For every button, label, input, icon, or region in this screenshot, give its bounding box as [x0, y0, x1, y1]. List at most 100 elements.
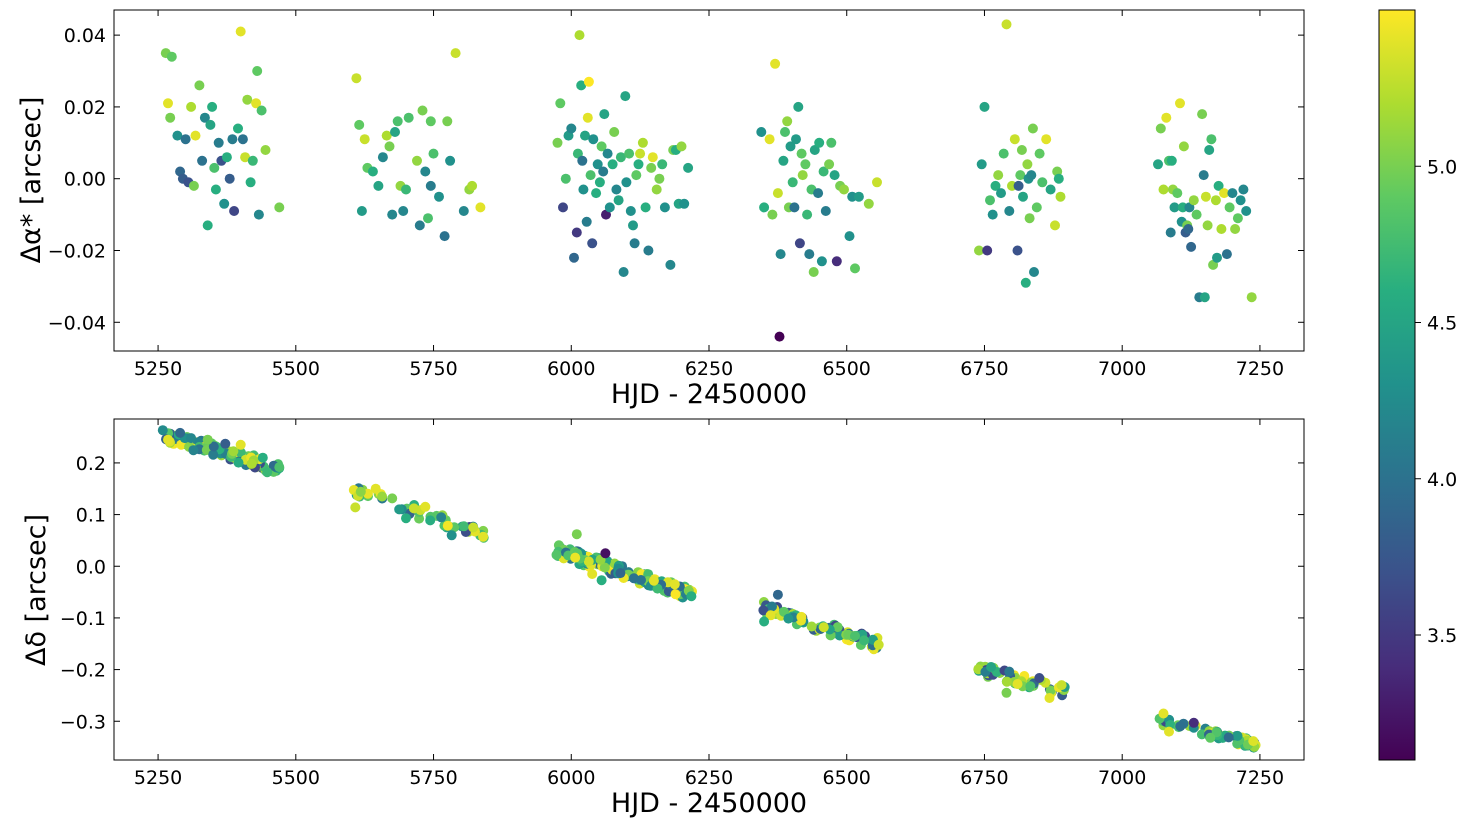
data-point: [582, 112, 593, 123]
data-point: [1202, 220, 1213, 231]
data-point: [1238, 184, 1249, 195]
data-point: [765, 610, 776, 621]
dec-y-axis-label: Δδ [arcsec]: [21, 514, 52, 666]
data-point: [356, 206, 367, 216]
data-point: [594, 177, 605, 188]
data-point: [767, 209, 778, 220]
data-point: [1027, 123, 1038, 134]
data-point: [872, 177, 882, 188]
data-point: [679, 198, 690, 209]
data-point: [188, 180, 199, 191]
data-point: [613, 195, 624, 206]
x-tick-label: 5250: [134, 358, 182, 380]
data-point: [197, 155, 208, 166]
data-point: [1184, 202, 1195, 213]
data-point: [445, 155, 456, 166]
dec-x-axis-label: HJD - 2450000: [611, 788, 807, 819]
data-point: [1018, 191, 1028, 202]
dec-axis-ticks: 5250 5500 5750 6000 6250 6500 6750 7000 7250 −0.3…: [60, 419, 1304, 789]
data-point: [401, 184, 411, 195]
data-point: [581, 216, 592, 227]
data-point: [199, 112, 210, 123]
data-point: [787, 177, 798, 188]
data-point: [591, 188, 602, 199]
data-point: [1183, 224, 1194, 234]
data-point: [1009, 134, 1020, 145]
data-point: [414, 220, 425, 231]
data-point: [157, 425, 168, 436]
data-point: [625, 206, 636, 216]
data-point: [186, 101, 197, 112]
data-point: [1204, 145, 1215, 155]
data-point: [165, 112, 176, 123]
data-point: [818, 622, 829, 633]
data-point: [816, 256, 827, 267]
x-tick-label: 6500: [823, 767, 871, 789]
data-point: [604, 202, 615, 213]
data-point: [600, 548, 611, 559]
data-point: [1031, 202, 1042, 213]
data-point: [756, 127, 767, 137]
data-point: [425, 515, 436, 526]
data-point: [621, 177, 632, 188]
data-point: [1213, 180, 1224, 191]
data-point: [1241, 206, 1252, 216]
data-point: [809, 145, 820, 155]
y-tick-label: 0.1: [76, 505, 106, 527]
data-point: [665, 259, 676, 270]
data-point: [227, 134, 238, 145]
x-tick-label: 5750: [409, 767, 457, 789]
data-point: [253, 209, 264, 220]
data-point: [791, 134, 801, 145]
data-point: [818, 166, 829, 177]
data-point: [260, 145, 271, 155]
data-point: [1221, 249, 1232, 260]
data-point: [256, 105, 267, 116]
data-point: [558, 202, 568, 213]
data-point: [351, 73, 362, 84]
ra-x-axis-label: HJD - 2450000: [611, 379, 807, 410]
data-point: [1235, 195, 1246, 206]
data-point: [859, 635, 870, 646]
x-tick-label: 6500: [823, 358, 871, 380]
ra-points-group: [160, 19, 1257, 342]
data-point: [247, 155, 258, 166]
data-point: [996, 188, 1006, 199]
data-point: [251, 98, 262, 109]
data-point: [826, 137, 837, 148]
data-point: [759, 616, 770, 627]
data-point: [686, 591, 697, 602]
data-point: [789, 202, 800, 213]
x-tick-label: 5250: [134, 767, 182, 789]
data-point: [210, 184, 221, 195]
data-point: [392, 116, 403, 127]
data-point: [1158, 708, 1169, 719]
data-point: [350, 502, 361, 513]
data-point: [1161, 112, 1172, 123]
data-point: [587, 569, 598, 579]
data-point: [420, 501, 431, 512]
data-point: [458, 206, 469, 216]
colorbar-ticks: 3.5 4.0 4.5 5.0: [1415, 156, 1457, 647]
data-point: [676, 141, 687, 152]
data-point: [804, 249, 815, 260]
data-point: [207, 101, 218, 112]
data-point: [583, 76, 594, 87]
data-point: [439, 231, 450, 242]
data-point: [571, 529, 582, 540]
x-tick-label: 6000: [547, 358, 595, 380]
data-point: [403, 112, 414, 123]
data-point: [359, 134, 370, 145]
data-point: [252, 66, 263, 76]
data-point: [800, 159, 811, 170]
data-point: [1155, 123, 1166, 134]
data-point: [1004, 206, 1015, 216]
data-point: [1246, 292, 1257, 303]
data-point: [574, 30, 585, 41]
data-point: [423, 213, 433, 224]
data-point: [384, 141, 395, 152]
data-point: [796, 148, 807, 159]
data-point: [208, 449, 219, 460]
data-point: [602, 148, 613, 159]
data-point: [657, 159, 668, 170]
